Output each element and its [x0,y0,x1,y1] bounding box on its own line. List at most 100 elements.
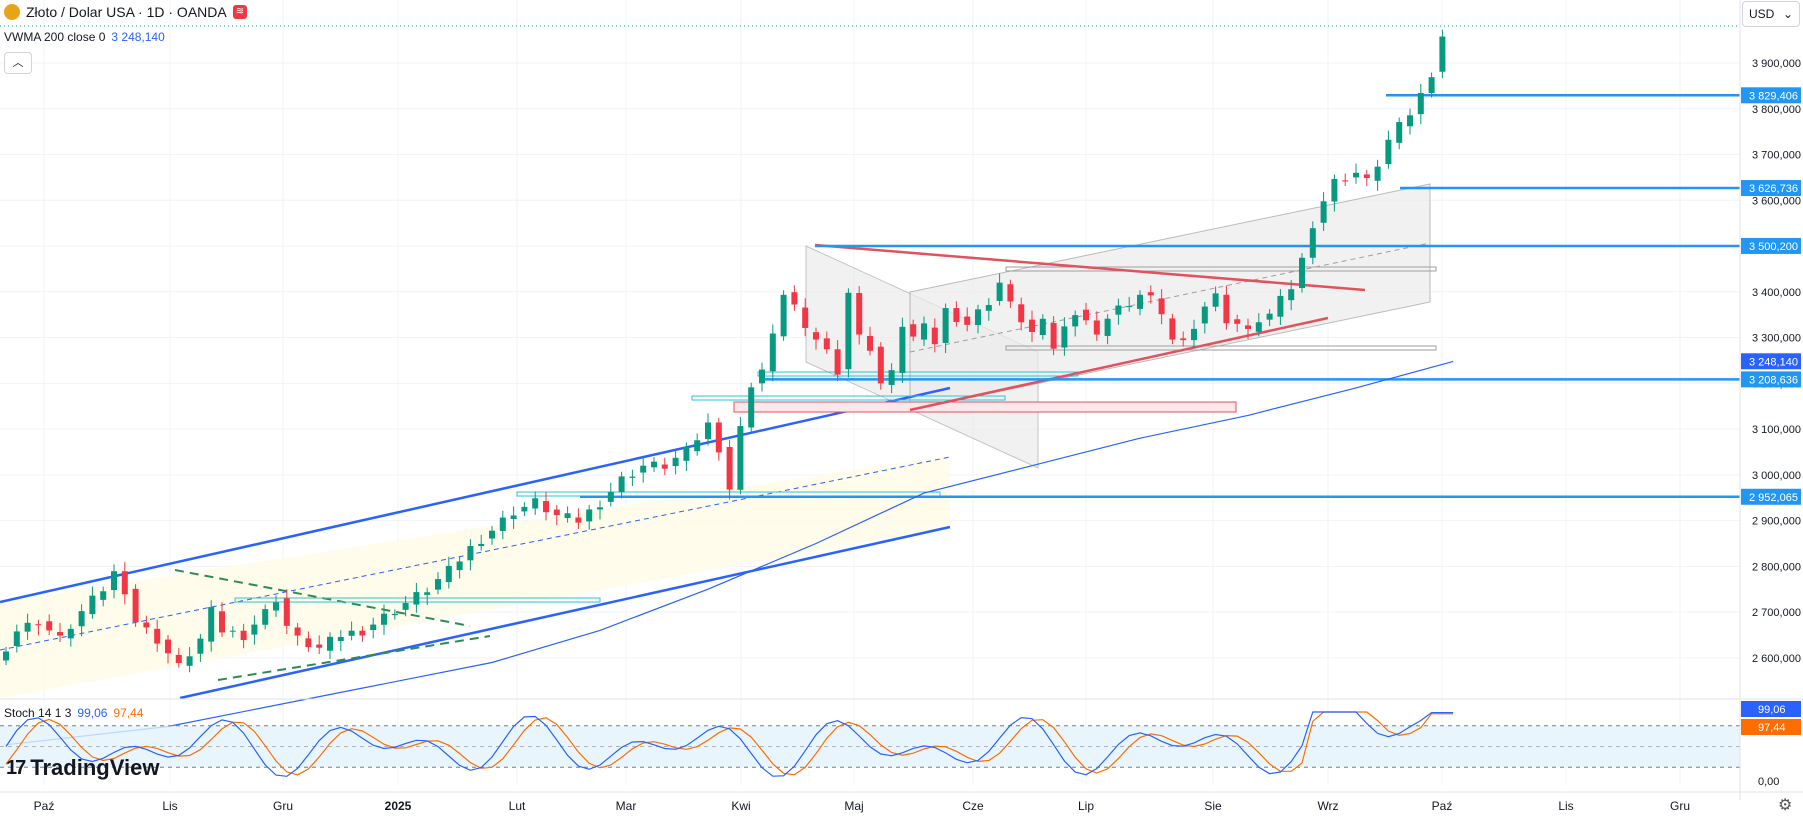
candle-body [489,530,495,539]
candle-body [607,491,614,502]
candle-body [737,426,744,490]
tradingview-logo[interactable]: 17 TradingView [6,755,159,781]
candle-body [1201,306,1208,324]
stoch-d-label-bg [1741,719,1801,735]
candle-body [1288,289,1295,301]
candle-body [823,338,830,350]
candle-body [921,323,927,340]
candle-body [867,335,873,351]
candle-body [1374,166,1381,181]
level-label-bg [1741,87,1801,104]
symbol-title[interactable]: Złoto / Dolar USA · 1D · OANDA [26,4,227,20]
candle-body [89,595,96,615]
channel-lower-line [179,525,951,700]
candle-body [121,571,128,595]
time-tick-label: Kwi [731,799,750,813]
candle-body [1147,292,1154,296]
stoch-k-line [5,711,1454,777]
candle-body [1050,323,1057,349]
candle-body [370,624,377,631]
indicator-value: 3 248,140 [111,30,165,44]
level-label-bg [1741,237,1801,254]
candle-body [597,507,603,510]
candle-body [1407,115,1413,127]
candle-body [564,513,571,519]
price-tick-label: 2 700,000 [1752,607,1801,619]
candle-body [111,571,117,591]
candle-body [359,630,366,636]
stoch-d-label: 97,44 [1758,722,1786,734]
candle-body [575,517,582,523]
candle-body [1342,180,1349,182]
candle-body [985,304,992,311]
channel-fill [0,455,950,698]
stoch-k-label-bg [1741,701,1801,717]
price-tick-label: 3 900,000 [1752,58,1801,70]
price-tick-label: 2 900,000 [1752,516,1801,528]
candle-body [467,546,474,561]
candle-body [942,308,949,343]
candle-body [391,613,398,616]
zone-box [691,395,1006,401]
zone-box [1005,345,1437,351]
price-tick-label: 3 700,000 [1752,150,1801,162]
candle-body [132,588,139,623]
collapse-legend-button[interactable]: ︿ [4,52,32,74]
gear-icon[interactable]: ⚙ [1778,797,1793,814]
candle-body [672,457,679,467]
time-tick-label: Paź [34,799,55,813]
time-tick-label: Cze [962,799,984,813]
candle-body [402,602,409,610]
time-tick-label: Maj [844,799,863,813]
candle-body [1277,295,1284,317]
currency-selector[interactable]: USD ⌄ [1742,1,1800,27]
candle-body [1309,228,1316,258]
candle-body [229,630,236,632]
price-tick-label: 3 100,000 [1752,424,1801,436]
candle-body [1212,293,1219,307]
candle-body [780,294,787,337]
candle-body [413,592,420,605]
candle-body [186,656,193,666]
candle-body [35,624,42,626]
candle-body [1126,306,1133,308]
candle-body [337,637,344,642]
candle-body [899,326,906,373]
candle-body [208,607,215,642]
brand-name: TradingView [30,755,160,780]
candle-body [661,464,668,469]
candle-body [975,309,981,326]
price-tick-label: 3 400,000 [1752,287,1801,299]
candle-body [197,638,204,654]
time-tick-label: Mar [616,799,637,813]
level-label: 3 829,406 [1749,90,1798,102]
candle-body [651,461,657,468]
candle-body [46,621,53,631]
level-label-bg [1741,371,1801,388]
chevron-up-icon: ︿ [12,57,24,69]
candle-body [3,651,9,661]
candle-body [175,654,182,664]
vwma-line [5,360,1454,746]
candle-body [1158,298,1165,315]
channel-upper-line [0,386,951,604]
candle-body [1234,319,1241,324]
candle-body [1363,174,1370,178]
time-tick-label: Lip [1078,799,1094,813]
candle-body [67,628,74,639]
candle-body [640,465,647,473]
candle-body [381,613,387,625]
candle-body [456,561,463,571]
candle-body [1029,319,1035,332]
candle-body [834,349,841,375]
candle-body [165,639,171,654]
time-tick-label: Wrz [1317,799,1338,813]
stoch-legend[interactable]: Stoch 14 1 3 99,06 97,44 [4,706,143,720]
candle-body [888,370,895,385]
time-tick-label: Gru [1670,799,1690,813]
time-tick-label: Lut [509,799,526,813]
indicator-legend[interactable]: VWMA 200 close 0 3 248,140 [4,30,165,44]
candle-body [553,509,560,516]
candle-body [802,307,809,328]
